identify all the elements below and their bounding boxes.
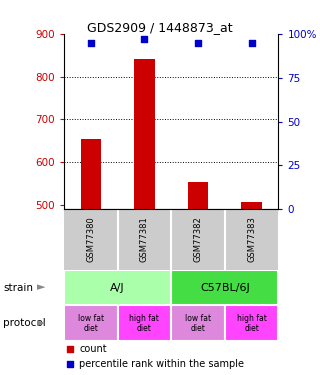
Text: count: count (79, 344, 107, 354)
Bar (134, 60, 155, 209)
Bar (225, 305, 278, 341)
Point (196, 39, 201, 45)
Text: percentile rank within the sample: percentile rank within the sample (79, 359, 244, 369)
Text: strain: strain (3, 282, 33, 292)
Bar (188, 182, 208, 209)
Text: A/J: A/J (110, 282, 125, 292)
Bar (118, 305, 171, 341)
Point (142, 36, 147, 42)
Bar (241, 202, 262, 209)
Text: low fat
diet: low fat diet (78, 314, 104, 333)
Text: high fat
diet: high fat diet (130, 314, 159, 333)
Text: high fat
diet: high fat diet (237, 314, 267, 333)
Text: GDS2909 / 1448873_at: GDS2909 / 1448873_at (87, 21, 233, 34)
Bar (64, 270, 171, 305)
Text: GSM77380: GSM77380 (86, 217, 95, 262)
Bar (81, 139, 101, 209)
Text: ►: ► (37, 318, 46, 328)
Bar (171, 305, 225, 341)
Point (88, 39, 93, 45)
Bar (64, 305, 118, 341)
Text: protocol: protocol (3, 318, 46, 328)
Point (68, 346, 73, 352)
Text: GSM77383: GSM77383 (247, 217, 256, 262)
Point (249, 39, 254, 45)
Text: GSM77381: GSM77381 (140, 217, 149, 262)
Text: GSM77382: GSM77382 (194, 217, 203, 262)
Text: C57BL/6J: C57BL/6J (200, 282, 250, 292)
Text: ►: ► (37, 282, 46, 292)
Text: low fat
diet: low fat diet (185, 314, 211, 333)
Point (68, 361, 73, 367)
Bar (171, 270, 278, 305)
